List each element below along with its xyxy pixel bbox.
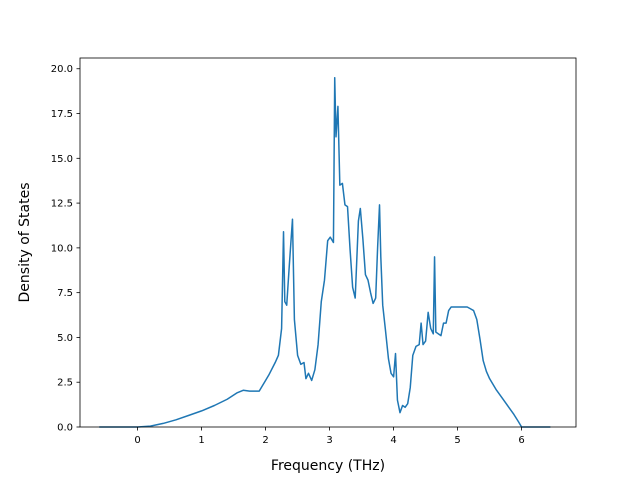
plot-frame [79,57,577,428]
series-line-0 [99,76,551,428]
y-tick-label: 12.5 [51,199,73,210]
y-tick-label: 15.0 [51,154,73,165]
x-tick-label: 4 [390,435,396,446]
x-tick-label: 6 [518,435,524,446]
y-tick-label: 20.0 [51,64,73,75]
y-tick-label: 0.0 [57,423,73,434]
x-tick-label: 5 [454,435,460,446]
y-tick-label: 10.0 [51,243,73,254]
y-tick-label: 2.5 [57,378,73,389]
x-axis-label: Frequency (THz) [271,458,385,474]
x-axis-ticks: 0 1 2 3 4 5 6 [134,427,525,446]
y-axis-ticks: 0.0 2.5 5.0 7.5 10.0 12.5 15.0 17.5 20.0 [51,64,80,434]
x-tick-label: 2 [262,435,268,446]
x-tick-label: 3 [326,435,332,446]
y-tick-label: 7.5 [57,288,73,299]
y-tick-label: 5.0 [57,333,73,344]
y-axis-label: Density of States [17,183,33,303]
x-tick-label: 0 [134,435,140,446]
series-layer [99,76,551,428]
y-tick-label: 17.5 [51,109,73,120]
x-tick-label: 1 [198,435,204,446]
